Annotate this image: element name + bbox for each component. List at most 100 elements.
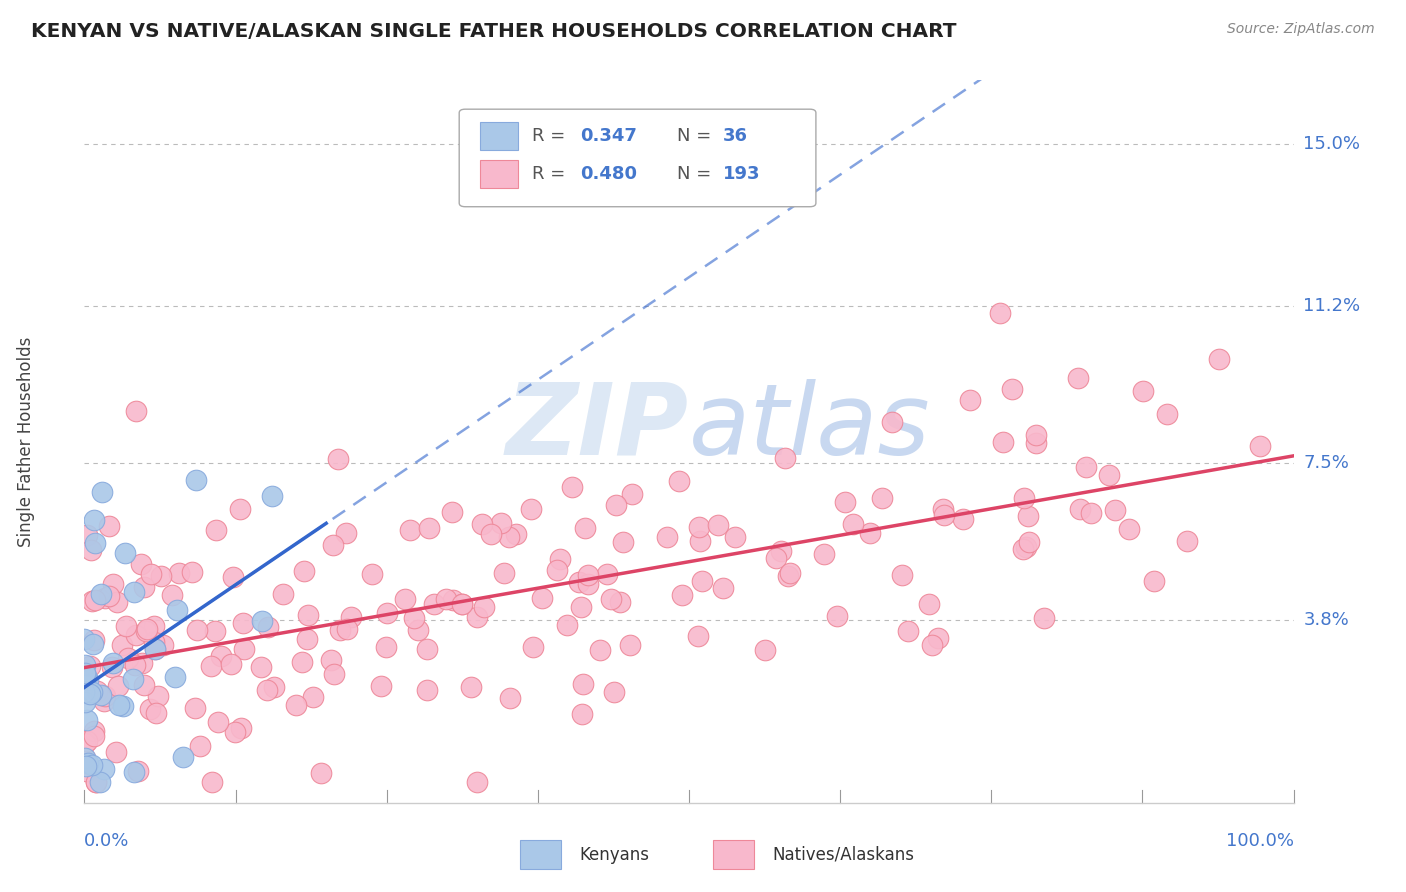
- Point: [73, 695, 96, 709]
- Point: [115, 619, 138, 633]
- Point: [135, 624, 157, 638]
- Point: [460, 680, 482, 694]
- Point: [574, 520, 596, 534]
- Point: [1066, 370, 1088, 384]
- Point: [124, 657, 146, 672]
- Point: [91, 485, 114, 500]
- Point: [75, 751, 97, 765]
- Point: [79, 687, 101, 701]
- Point: [139, 566, 162, 581]
- Point: [222, 570, 245, 584]
- Point: [1015, 540, 1038, 554]
- Bar: [479, 122, 519, 150]
- Point: [204, 624, 226, 638]
- Point: [97, 519, 120, 533]
- Point: [256, 683, 278, 698]
- Text: Single Father Households: Single Father Households: [17, 336, 35, 547]
- Point: [181, 565, 204, 579]
- Point: [494, 566, 516, 580]
- Point: [399, 523, 422, 537]
- Point: [599, 591, 621, 606]
- Point: [329, 624, 352, 638]
- Point: [932, 508, 955, 523]
- Point: [108, 698, 131, 712]
- Text: R =: R =: [531, 127, 571, 145]
- Point: [499, 690, 522, 705]
- Point: [143, 619, 166, 633]
- Point: [927, 631, 949, 645]
- Point: [73, 750, 96, 764]
- Point: [921, 638, 943, 652]
- Point: [82, 594, 104, 608]
- Point: [765, 550, 787, 565]
- Point: [467, 774, 489, 789]
- Point: [83, 536, 105, 550]
- Point: [86, 774, 108, 789]
- Point: [301, 690, 323, 704]
- FancyBboxPatch shape: [460, 109, 815, 207]
- Point: [1098, 467, 1121, 482]
- Point: [131, 656, 153, 670]
- Point: [571, 706, 593, 721]
- Point: [813, 547, 835, 561]
- Point: [668, 474, 690, 488]
- Text: Natives/Alaskans: Natives/Alaskans: [772, 846, 914, 863]
- Point: [918, 597, 941, 611]
- Text: 15.0%: 15.0%: [1303, 135, 1360, 153]
- Point: [546, 563, 568, 577]
- Point: [834, 495, 856, 509]
- Point: [1014, 491, 1036, 505]
- Point: [778, 569, 800, 583]
- Text: 0.347: 0.347: [581, 127, 637, 145]
- Point: [111, 639, 134, 653]
- Text: ZIP: ZIP: [506, 378, 689, 475]
- Text: 193: 193: [723, 165, 761, 183]
- Point: [576, 577, 599, 591]
- Point: [86, 684, 108, 698]
- Point: [321, 653, 343, 667]
- Point: [441, 593, 464, 607]
- Point: [827, 609, 849, 624]
- Point: [1104, 503, 1126, 517]
- Point: [292, 564, 315, 578]
- Point: [620, 487, 643, 501]
- Point: [603, 685, 626, 699]
- Point: [465, 610, 488, 624]
- Point: [434, 592, 457, 607]
- Point: [134, 580, 156, 594]
- Point: [122, 764, 145, 779]
- Point: [129, 557, 152, 571]
- Point: [688, 520, 710, 534]
- Point: [93, 694, 115, 708]
- Point: [1069, 502, 1091, 516]
- Point: [990, 306, 1012, 320]
- Point: [707, 518, 730, 533]
- Point: [1018, 534, 1040, 549]
- Point: [1175, 533, 1198, 548]
- Point: [336, 622, 359, 636]
- Point: [150, 569, 173, 583]
- Text: 7.5%: 7.5%: [1303, 454, 1350, 472]
- Point: [375, 607, 398, 621]
- Point: [932, 502, 955, 516]
- Point: [165, 670, 187, 684]
- Point: [1132, 384, 1154, 398]
- Point: [569, 600, 592, 615]
- Point: [271, 587, 294, 601]
- Text: R =: R =: [531, 165, 571, 183]
- Point: [107, 679, 129, 693]
- Point: [73, 632, 96, 646]
- Point: [76, 734, 98, 748]
- Point: [370, 679, 392, 693]
- Point: [83, 513, 105, 527]
- Point: [1156, 407, 1178, 421]
- Point: [993, 434, 1015, 449]
- Point: [842, 517, 865, 532]
- Text: 11.2%: 11.2%: [1303, 296, 1361, 315]
- Text: KENYAN VS NATIVE/ALASKAN SINGLE FATHER HOUSEHOLDS CORRELATION CHART: KENYAN VS NATIVE/ALASKAN SINGLE FATHER H…: [31, 22, 956, 41]
- Bar: [479, 161, 519, 188]
- Text: N =: N =: [676, 127, 717, 145]
- Point: [260, 489, 283, 503]
- Point: [94, 689, 117, 703]
- Point: [1012, 541, 1035, 556]
